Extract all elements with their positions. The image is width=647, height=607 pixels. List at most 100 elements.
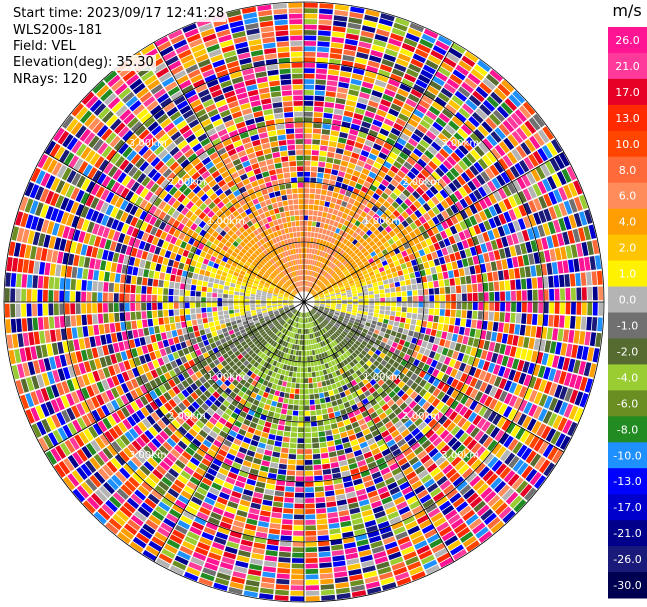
range-gate-cell <box>190 290 196 297</box>
range-gate-cell <box>326 283 331 288</box>
range-gate-cell <box>229 353 237 360</box>
range-gate-cell <box>172 385 181 395</box>
range-gate-cell <box>286 324 291 330</box>
range-gate-cell <box>363 325 370 331</box>
range-gate-cell <box>305 492 315 498</box>
range-gate-cell <box>314 320 318 326</box>
range-gate-cell <box>433 315 439 323</box>
range-gate-cell <box>346 308 352 312</box>
range-gate-cell <box>335 494 346 501</box>
range-gate-cell <box>473 368 482 379</box>
range-gate-cell <box>323 291 329 295</box>
range-gate-cell <box>343 542 357 549</box>
range-gate-cell <box>537 365 546 378</box>
range-gate-cell <box>344 344 350 350</box>
range-gate-cell <box>196 285 202 292</box>
range-gate-cell <box>411 571 426 581</box>
range-gate-cell <box>240 423 249 431</box>
range-gate-cell <box>129 541 144 553</box>
range-gate-cell <box>212 412 221 421</box>
range-gate-cell <box>334 276 340 282</box>
range-gate-cell <box>147 457 159 468</box>
range-gate-cell <box>377 251 384 258</box>
range-gate-cell <box>473 479 485 491</box>
range-gate-cell <box>306 312 309 318</box>
range-gate-cell <box>305 281 308 286</box>
range-gate-cell <box>152 302 157 310</box>
range-gate-cell <box>461 420 472 431</box>
range-gate-cell <box>448 120 460 131</box>
range-gate-cell <box>316 325 320 331</box>
range-gate-cell <box>483 252 490 263</box>
range-gate-cell <box>190 391 199 401</box>
range-gate-cell <box>308 345 312 351</box>
range-gate-cell <box>310 166 318 172</box>
range-gate-cell <box>328 255 334 261</box>
range-gate-cell <box>390 267 397 273</box>
range-gate-cell <box>357 307 363 311</box>
range-gate-cell <box>328 180 336 186</box>
range-gate-cell <box>483 311 489 321</box>
range-gate-cell <box>191 496 203 506</box>
range-gate-cell <box>278 419 286 426</box>
range-gate-cell <box>349 361 356 368</box>
range-gate-cell <box>304 405 310 411</box>
range-gate-cell <box>348 399 356 406</box>
range-gate-cell <box>35 345 43 359</box>
range-gate-cell <box>203 381 211 390</box>
range-gate-cell <box>306 339 309 345</box>
range-gate-cell <box>471 112 484 124</box>
range-gate-cell <box>287 319 292 324</box>
range-gate-cell <box>198 577 213 587</box>
range-gate-cell <box>581 346 589 361</box>
range-gate-cell <box>311 327 314 333</box>
range-gate-cell <box>305 476 314 482</box>
range-gate-cell <box>233 520 245 528</box>
range-gate-cell <box>231 364 239 371</box>
range-gate-cell <box>272 303 277 306</box>
range-gate-cell <box>352 255 359 261</box>
range-gate-cell <box>287 404 294 410</box>
range-gate-cell <box>385 370 393 378</box>
range-gate-cell <box>336 176 344 183</box>
range-gate-cell <box>318 205 324 212</box>
range-gate-cell <box>455 370 463 380</box>
range-gate-cell <box>485 262 492 272</box>
range-gate-cell <box>348 354 355 361</box>
range-gate-cell <box>343 208 351 215</box>
range-gate-cell <box>331 226 337 233</box>
range-gate-cell <box>94 489 108 503</box>
range-gate-cell <box>32 275 39 289</box>
range-gate-cell <box>273 309 279 312</box>
range-gate-cell <box>151 437 162 449</box>
range-gate-cell <box>344 262 350 268</box>
range-gate-cell <box>93 453 105 467</box>
range-gate-cell <box>313 238 318 244</box>
range-gate-cell <box>377 566 392 575</box>
range-gate-cell <box>486 180 497 192</box>
range-gate-cell <box>271 512 282 519</box>
range-gate-cell <box>243 528 256 537</box>
range-gate-cell <box>321 381 327 387</box>
range-gate-cell <box>333 565 347 573</box>
range-gate-cell <box>480 170 491 183</box>
range-gate-cell <box>290 585 304 591</box>
range-gate-cell <box>123 523 138 536</box>
range-gate-cell <box>337 356 343 363</box>
range-gate-cell <box>409 213 418 222</box>
range-gate-cell <box>192 325 199 332</box>
range-gate-cell <box>312 133 321 140</box>
range-gate-cell <box>42 303 48 316</box>
range-gate-cell <box>393 496 406 506</box>
range-gate-cell <box>356 195 363 203</box>
range-gate-cell <box>517 336 525 348</box>
range-gate-cell <box>462 435 473 447</box>
range-gate-cell <box>295 476 304 482</box>
range-gate-cell <box>461 81 474 94</box>
range-gate-cell <box>191 319 198 326</box>
range-gate-cell <box>317 233 322 239</box>
range-gate-cell <box>343 401 351 408</box>
range-gate-cell <box>441 331 448 340</box>
range-gate-cell <box>325 379 331 386</box>
range-gate-cell <box>366 189 375 197</box>
